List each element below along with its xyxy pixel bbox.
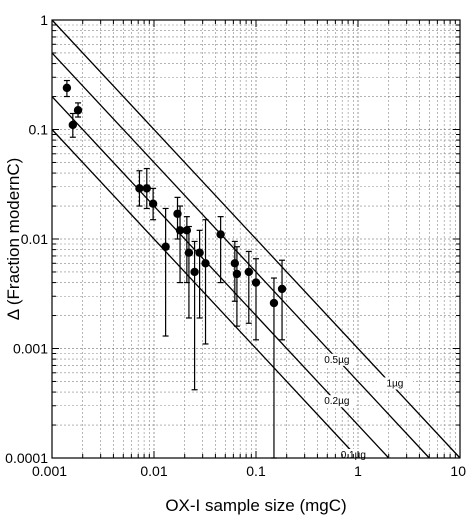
data-point xyxy=(270,299,278,307)
data-point xyxy=(201,259,209,267)
x-tick-label: 10 xyxy=(450,463,466,479)
y-tick-label: 1 xyxy=(40,12,48,28)
data-point xyxy=(278,285,286,293)
data-point xyxy=(190,268,198,276)
x-tick-label: 1 xyxy=(354,463,362,479)
data-point xyxy=(183,226,191,234)
y-tick-label: 0.001 xyxy=(13,341,48,357)
line-label: 0.2µg xyxy=(324,396,349,407)
data-point xyxy=(143,184,151,192)
data-point xyxy=(74,106,82,114)
data-point xyxy=(252,278,260,286)
y-tick-label: 0.0001 xyxy=(5,450,48,466)
data-point xyxy=(149,200,157,208)
y-tick-label: 0.1 xyxy=(29,122,49,138)
data-point xyxy=(185,248,193,256)
data-point xyxy=(195,248,203,256)
data-point xyxy=(69,121,77,129)
x-tick-label: 0.1 xyxy=(246,463,266,479)
data-point xyxy=(161,243,169,251)
data-point xyxy=(216,230,224,238)
data-point xyxy=(231,259,239,267)
data-point xyxy=(245,268,253,276)
x-tick-label: 0.01 xyxy=(140,463,167,479)
x-axis-label: OX-I sample size (mgC) xyxy=(165,496,346,515)
contamination-line xyxy=(52,53,429,458)
line-label: 1µg xyxy=(386,378,403,389)
y-tick-label: 0.01 xyxy=(21,231,48,247)
data-point xyxy=(63,84,71,92)
data-point xyxy=(233,270,241,278)
data-point xyxy=(135,184,143,192)
line-label: 0.5µg xyxy=(324,355,349,366)
y-axis-label: Δ (Fraction modernC) xyxy=(4,158,23,321)
